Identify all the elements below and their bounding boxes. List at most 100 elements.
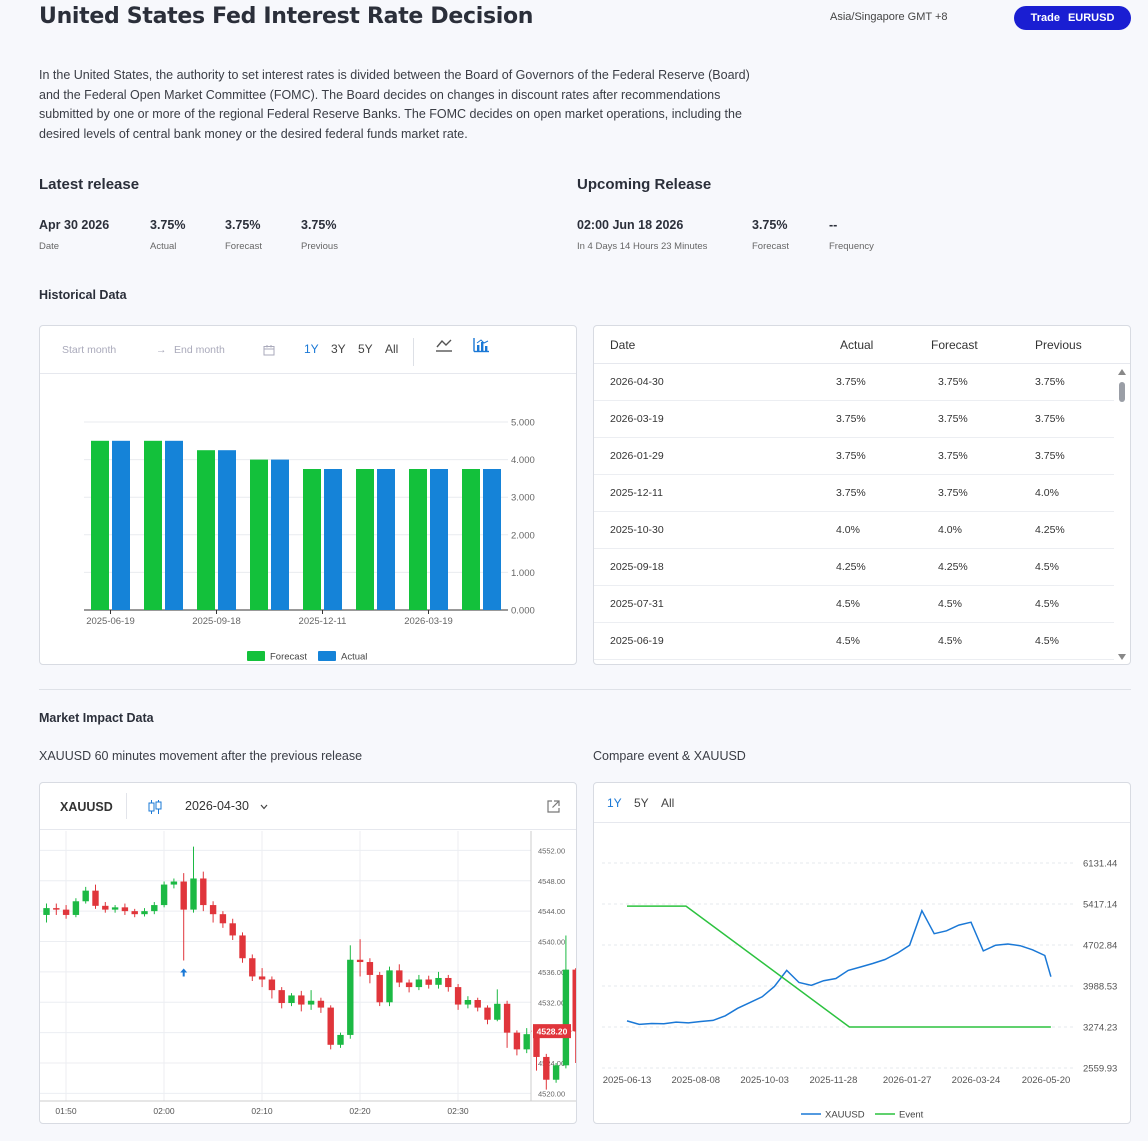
date-select[interactable]: 2026-04-30 bbox=[185, 799, 249, 813]
table-row[interactable]: 2025-10-30 4.0% 4.0% 4.25% bbox=[594, 512, 1114, 549]
description: In the United States, the authority to s… bbox=[39, 68, 750, 141]
y-tick-label: 5417.14 bbox=[1083, 899, 1117, 910]
candle-body bbox=[62, 909, 70, 915]
latest-forecast-value: 3.75% bbox=[225, 218, 261, 232]
candle-body bbox=[160, 884, 168, 906]
range-all-button[interactable]: All bbox=[385, 342, 399, 356]
y-tick-label: 4524.00 bbox=[538, 1059, 565, 1068]
table-row[interactable]: 2025-12-11 3.75% 3.75% 4.0% bbox=[594, 475, 1114, 512]
y-tick-label: 4540.00 bbox=[538, 938, 565, 947]
candle-body bbox=[151, 905, 158, 912]
header-date[interactable]: Date bbox=[610, 338, 636, 352]
range-1y-button[interactable]: 1Y bbox=[304, 342, 319, 356]
header-forecast[interactable]: Forecast bbox=[931, 338, 978, 352]
candle-body bbox=[366, 962, 374, 975]
header-actual[interactable]: Actual bbox=[840, 338, 874, 352]
x-tick-label: 2025-06-19 bbox=[86, 616, 135, 627]
cell-previous: 4.5% bbox=[1035, 561, 1059, 573]
candle-body bbox=[141, 911, 148, 915]
symbol-label[interactable]: XAUUSD bbox=[60, 800, 113, 814]
chevron-down-icon[interactable] bbox=[259, 802, 269, 812]
y-tick-label: 2559.93 bbox=[1083, 1064, 1117, 1075]
compare-line-chart: 2559.93 3274.23 3988.53 4702.84 5417.14 6131.… bbox=[602, 859, 1117, 1121]
header-previous[interactable]: Previous bbox=[1035, 338, 1082, 352]
candle-type-icon[interactable] bbox=[147, 799, 163, 815]
cell-actual: 3.75% bbox=[836, 487, 866, 499]
cell-date: 2026-04-30 bbox=[610, 376, 664, 388]
actual-bar-2025-12-11 bbox=[324, 469, 342, 610]
latest-previous-label: Previous bbox=[301, 241, 338, 252]
table-row[interactable]: 2025-06-19 4.5% 4.5% 4.5% bbox=[594, 623, 1114, 660]
table-row[interactable]: 2026-01-29 3.75% 3.75% 3.75% bbox=[594, 438, 1114, 475]
table-row[interactable]: 2025-07-31 4.5% 4.5% 4.5% bbox=[594, 586, 1114, 623]
scroll-down-icon[interactable] bbox=[1118, 653, 1126, 661]
candle-body bbox=[288, 995, 295, 1004]
forecast-bar-2025-06-19 bbox=[91, 440, 109, 610]
range-3y-button[interactable]: 3Y bbox=[331, 342, 346, 356]
toolbar-divider bbox=[126, 793, 127, 819]
external-link-icon[interactable] bbox=[546, 799, 561, 814]
candle-body bbox=[72, 901, 80, 915]
compare-1y-button[interactable]: 1Y bbox=[607, 796, 622, 810]
scroll-up-icon[interactable] bbox=[1118, 368, 1126, 376]
table-row[interactable]: 2025-09-18 4.25% 4.25% 4.5% bbox=[594, 549, 1114, 586]
candle-body bbox=[552, 1065, 560, 1080]
candle-body bbox=[386, 970, 393, 1003]
trade-label: Trade bbox=[1030, 12, 1060, 24]
y-tick-label: 4532.00 bbox=[538, 998, 565, 1007]
actual-bar-2026-01-29 bbox=[377, 469, 395, 610]
scrollbar-thumb[interactable] bbox=[1119, 382, 1125, 402]
timezone-label[interactable]: Asia/Singapore GMT +8 bbox=[830, 11, 948, 23]
candle-body bbox=[298, 995, 305, 1005]
range-5y-button[interactable]: 5Y bbox=[358, 342, 373, 356]
price-tag-label: 4528.20 bbox=[537, 1027, 568, 1037]
cell-forecast: 4.5% bbox=[938, 598, 962, 610]
actual-bar-2025-06-19 bbox=[112, 440, 130, 610]
candle-body bbox=[92, 890, 99, 906]
cell-previous: 3.75% bbox=[1035, 450, 1065, 462]
x-tick-label: 02:00 bbox=[153, 1106, 175, 1116]
x-tick-label: 02:10 bbox=[251, 1106, 273, 1116]
x-tick-label: 2026-01-27 bbox=[883, 1075, 932, 1086]
legend-event-label: Event bbox=[899, 1110, 924, 1121]
candle-body bbox=[543, 1056, 550, 1080]
latest-previous-value: 3.75% bbox=[301, 218, 337, 232]
cell-actual: 3.75% bbox=[836, 413, 866, 425]
candle-body bbox=[356, 959, 364, 963]
x-tick-label: 2025-06-13 bbox=[603, 1075, 652, 1086]
table-row[interactable]: 2026-03-19 3.75% 3.75% 3.75% bbox=[594, 401, 1114, 438]
upcoming-forecast-value: 3.75% bbox=[752, 218, 788, 232]
candle-body bbox=[111, 907, 119, 910]
y-tick-label: 1.000 bbox=[511, 568, 535, 579]
range-arrow-icon: → bbox=[156, 344, 167, 356]
forecast-bar-2025-10-30 bbox=[250, 459, 268, 610]
legend-forecast-swatch bbox=[247, 651, 265, 661]
end-month-input[interactable]: End month bbox=[174, 344, 225, 356]
candle-toolbar: XAUUSD 2026-04-30 bbox=[40, 783, 576, 830]
calendar-icon[interactable] bbox=[263, 344, 275, 356]
y-tick-label: 6131.44 bbox=[1083, 859, 1117, 870]
legend-actual-label: Actual bbox=[341, 652, 367, 663]
start-month-input[interactable]: Start month bbox=[62, 344, 117, 356]
historical-heading: Historical Data bbox=[39, 288, 127, 302]
candle-body bbox=[347, 959, 354, 1035]
table-row[interactable]: 2026-04-30 3.75% 3.75% 3.75% bbox=[594, 364, 1114, 401]
compare-all-button[interactable]: All bbox=[661, 796, 675, 810]
table-scrollbar[interactable] bbox=[1118, 366, 1126, 661]
forecast-bar-2026-04-30 bbox=[462, 469, 480, 610]
upcoming-frequency-value: -- bbox=[829, 218, 838, 232]
compare-5y-button[interactable]: 5Y bbox=[634, 796, 649, 810]
cell-previous: 4.5% bbox=[1035, 635, 1059, 647]
candle-body bbox=[170, 881, 178, 885]
cell-date: 2025-06-19 bbox=[610, 635, 664, 647]
cell-forecast: 3.75% bbox=[938, 376, 968, 388]
table-header: Date Actual Forecast Previous bbox=[594, 326, 1130, 364]
cell-forecast: 4.5% bbox=[938, 635, 962, 647]
cell-date: 2025-07-31 bbox=[610, 598, 664, 610]
line-chart-icon[interactable] bbox=[435, 337, 453, 353]
candle-body bbox=[200, 878, 207, 906]
trade-button[interactable]: Trade EURUSD bbox=[1014, 6, 1131, 30]
latest-release-heading: Latest release bbox=[39, 176, 140, 193]
cell-date: 2026-01-29 bbox=[610, 450, 664, 462]
bar-chart-icon[interactable] bbox=[472, 337, 490, 353]
